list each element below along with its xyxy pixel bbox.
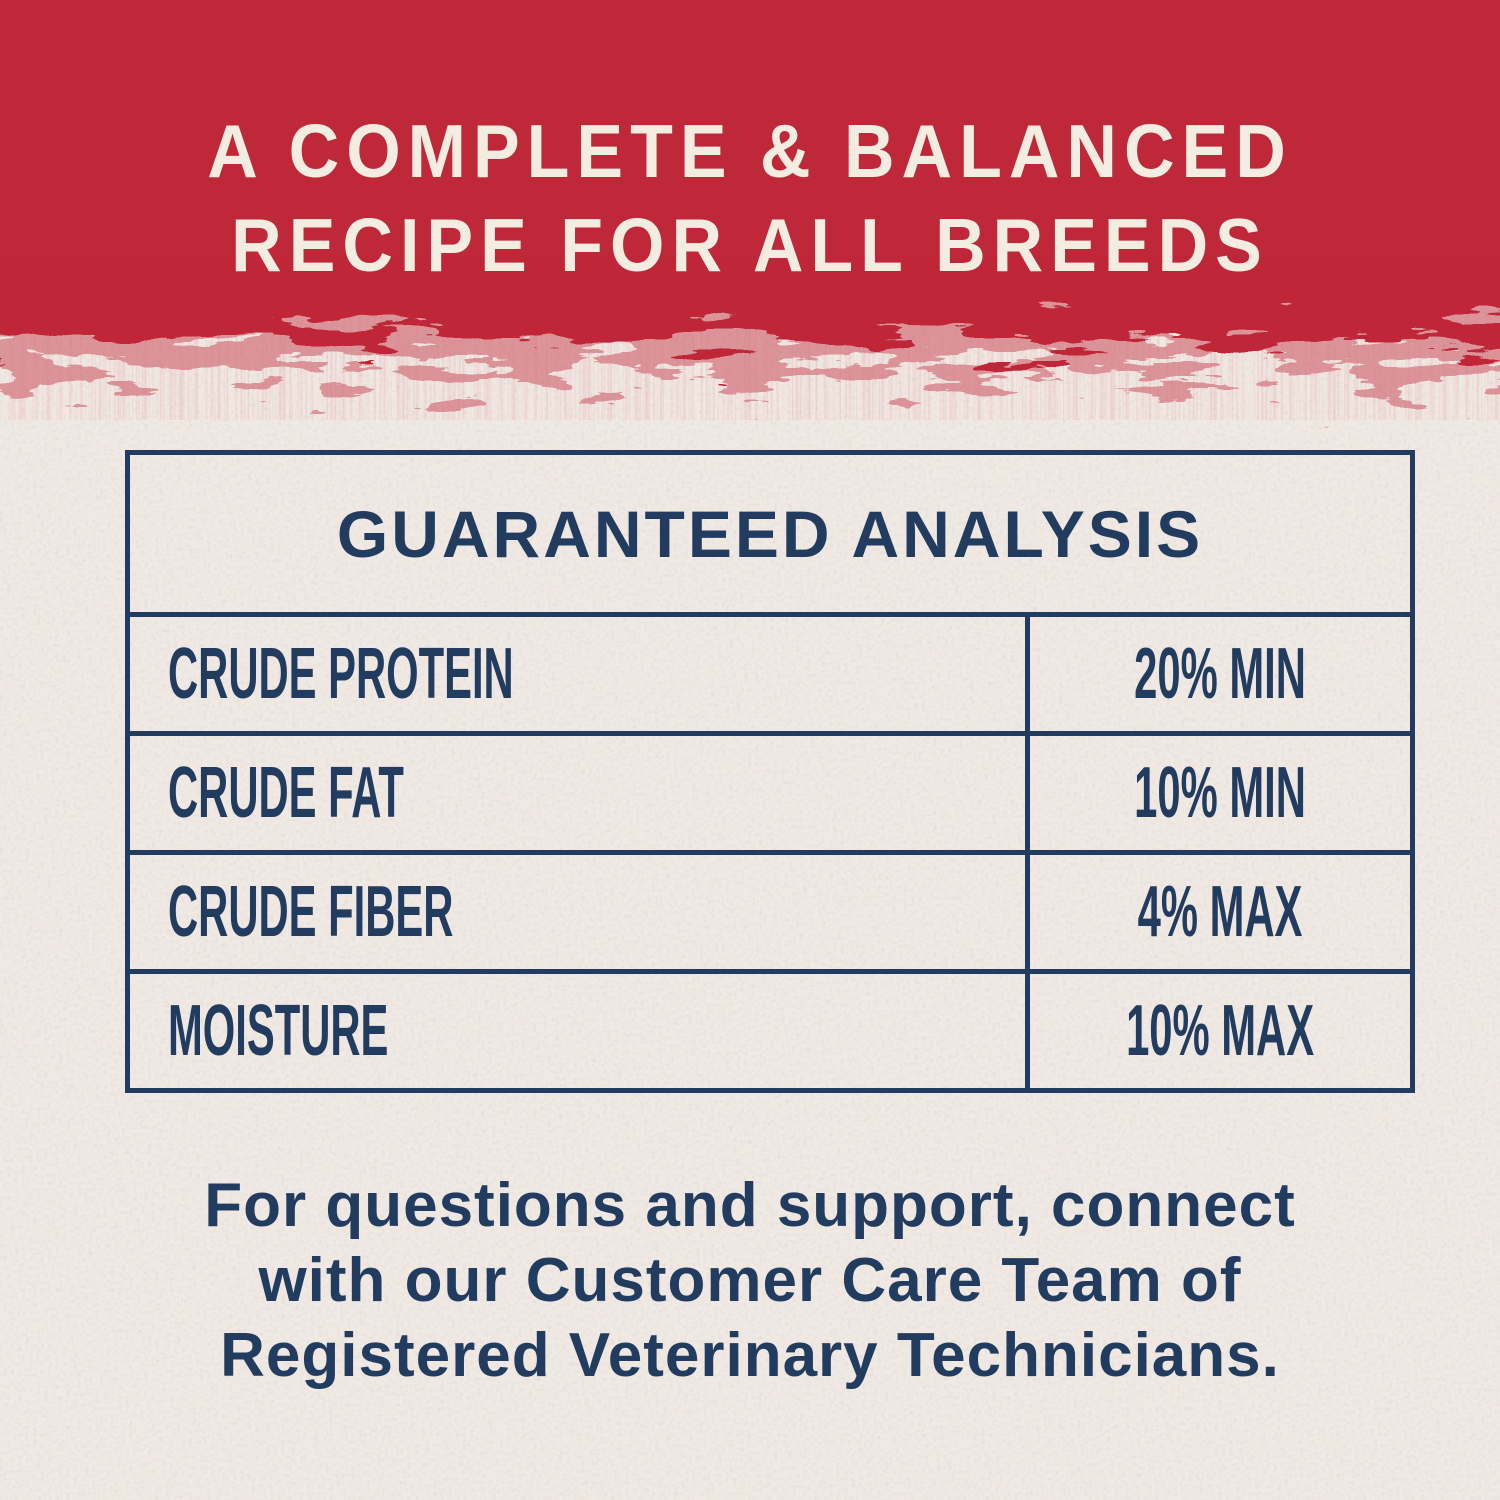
guaranteed-analysis-table: GUARANTEED ANALYSIS CRUDE PROTEIN 20% MI…	[125, 450, 1415, 1093]
table-row: CRUDE PROTEIN 20% MIN	[130, 612, 1410, 731]
row-value-crude-fat: 10% MIN	[1025, 736, 1410, 850]
row-value-moisture: 10% MAX	[1025, 974, 1410, 1088]
row-value-crude-fiber: 4% MAX	[1025, 855, 1410, 969]
row-label-crude-fiber: CRUDE FIBER	[168, 872, 454, 952]
table-row: CRUDE FAT 10% MIN	[130, 731, 1410, 850]
table-title: GUARANTEED ANALYSIS	[336, 496, 1204, 571]
row-value-crude-protein: 20% MIN	[1025, 617, 1410, 731]
footer-line-3: Registered Veterinary Technicians.	[220, 1321, 1280, 1390]
banner-title-line-2: RECIPE FOR ALL BREEDS	[231, 202, 1269, 288]
row-label-crude-fat: CRUDE FAT	[168, 753, 404, 833]
footer-line-2: with our Customer Care Team of	[258, 1246, 1242, 1315]
footer-line-1: For questions and support, connect	[204, 1171, 1296, 1240]
banner-title-line-1: A COMPLETE & BALANCED	[207, 108, 1293, 194]
banner-title: A COMPLETE & BALANCED RECIPE FOR ALL BRE…	[0, 104, 1500, 292]
footer-note: For questions and support, connect with …	[0, 1168, 1500, 1393]
table-row: MOISTURE 10% MAX	[130, 969, 1410, 1088]
row-label-moisture: MOISTURE	[168, 991, 389, 1071]
table-row: CRUDE FIBER 4% MAX	[130, 850, 1410, 969]
row-label-crude-protein: CRUDE PROTEIN	[168, 634, 514, 714]
